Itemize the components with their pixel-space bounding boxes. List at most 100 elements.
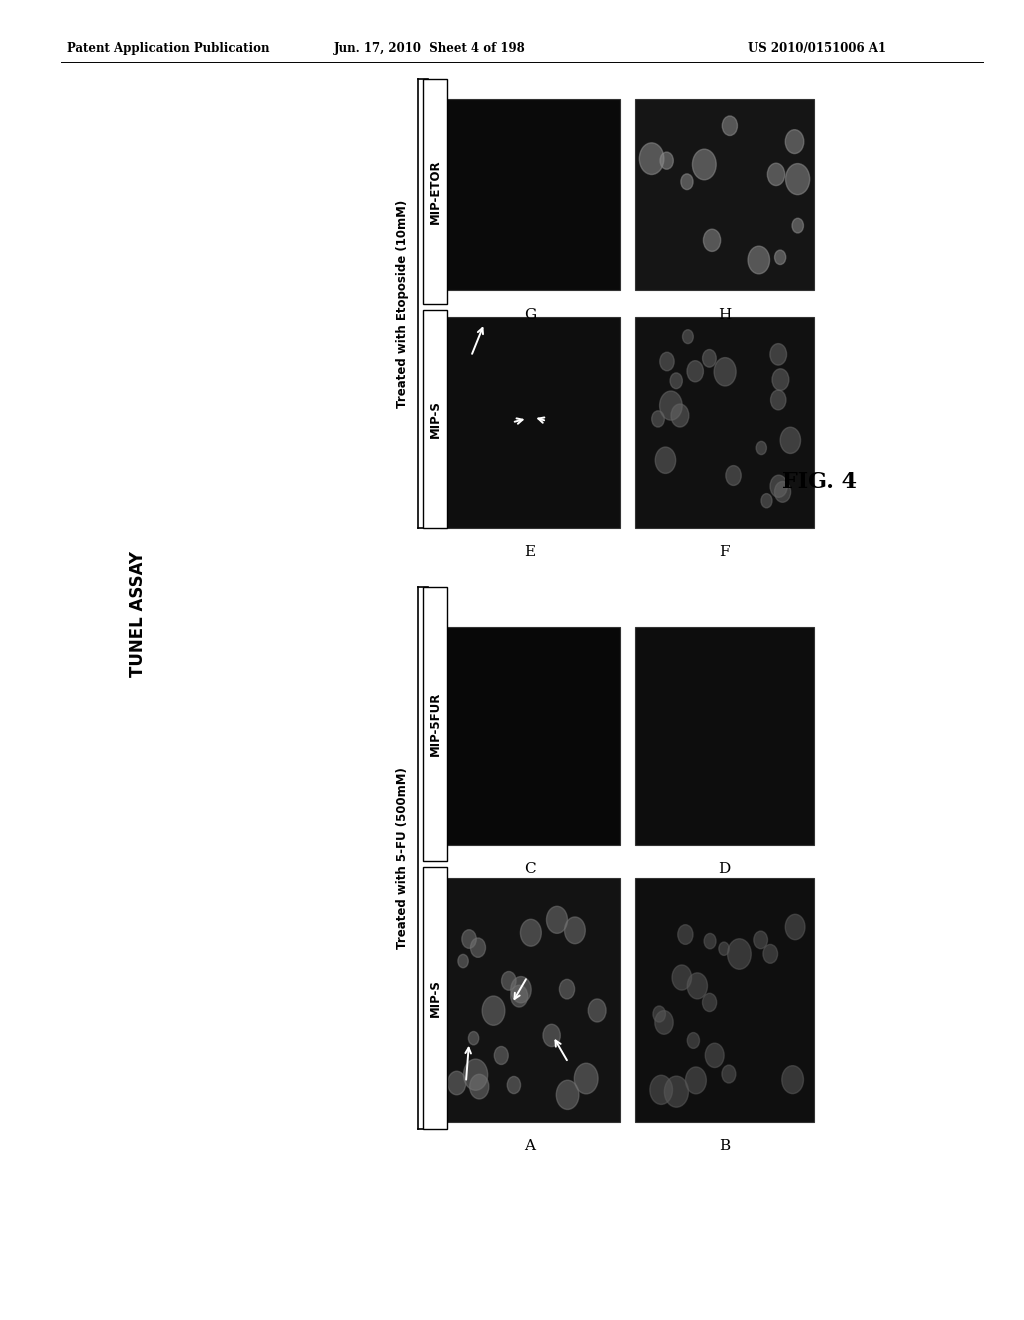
Circle shape	[556, 1080, 579, 1110]
Bar	[635, 627, 814, 845]
Circle shape	[639, 143, 664, 174]
Circle shape	[687, 973, 708, 999]
Circle shape	[749, 246, 770, 273]
Text: B: B	[719, 1139, 730, 1154]
Circle shape	[687, 1032, 699, 1048]
Circle shape	[706, 1043, 724, 1068]
Circle shape	[780, 428, 801, 454]
Bar	[423, 587, 447, 861]
Circle shape	[470, 939, 485, 957]
Text: Treated with 5-FU (500mM): Treated with 5-FU (500mM)	[396, 767, 409, 949]
Text: D: D	[719, 862, 730, 876]
Circle shape	[685, 1067, 707, 1094]
Circle shape	[511, 977, 531, 1003]
Circle shape	[781, 1065, 804, 1093]
Circle shape	[447, 1072, 466, 1094]
Text: MIP-5FUR: MIP-5FUR	[429, 692, 441, 756]
Circle shape	[671, 404, 689, 428]
Circle shape	[702, 993, 717, 1011]
Text: US 2010/0151006 A1: US 2010/0151006 A1	[748, 42, 886, 55]
Circle shape	[670, 372, 682, 388]
Circle shape	[726, 466, 741, 486]
Circle shape	[770, 475, 787, 498]
Circle shape	[659, 391, 682, 420]
Circle shape	[785, 164, 810, 194]
Circle shape	[705, 933, 716, 949]
Circle shape	[651, 411, 665, 428]
Circle shape	[574, 1063, 598, 1094]
Text: Jun. 17, 2010  Sheet 4 of 198: Jun. 17, 2010 Sheet 4 of 198	[334, 42, 526, 55]
Circle shape	[559, 979, 574, 999]
Circle shape	[482, 997, 505, 1026]
Circle shape	[692, 149, 716, 180]
Circle shape	[547, 907, 567, 933]
Bar	[440, 317, 620, 528]
Text: C: C	[524, 862, 536, 876]
Circle shape	[654, 1011, 673, 1035]
Bar	[635, 99, 814, 290]
Text: A: A	[524, 1139, 536, 1154]
Circle shape	[653, 1006, 666, 1022]
Circle shape	[785, 915, 805, 940]
Circle shape	[722, 1065, 736, 1082]
Bar	[423, 867, 447, 1129]
Circle shape	[543, 1024, 560, 1047]
Circle shape	[687, 360, 703, 381]
Circle shape	[722, 116, 737, 136]
Circle shape	[774, 482, 791, 503]
Circle shape	[792, 218, 804, 232]
Text: MIP-ETOR: MIP-ETOR	[429, 160, 441, 223]
Circle shape	[588, 999, 606, 1022]
Circle shape	[719, 942, 729, 956]
Circle shape	[511, 985, 527, 1007]
Text: H: H	[718, 308, 731, 322]
Circle shape	[678, 925, 693, 944]
Circle shape	[502, 972, 516, 990]
Text: Treated with Etoposide (10mM): Treated with Etoposide (10mM)	[396, 199, 409, 408]
Circle shape	[458, 954, 468, 968]
Circle shape	[462, 929, 476, 948]
Circle shape	[564, 917, 586, 944]
Circle shape	[683, 330, 693, 343]
Bar	[440, 878, 620, 1122]
Bar	[423, 79, 447, 304]
Circle shape	[728, 939, 752, 969]
Text: E: E	[524, 545, 536, 560]
Circle shape	[681, 174, 693, 190]
Circle shape	[520, 919, 542, 946]
Circle shape	[714, 358, 736, 385]
Text: FIG. 4: FIG. 4	[781, 471, 857, 492]
Bar	[635, 317, 814, 528]
Circle shape	[702, 350, 716, 367]
Text: MIP-S: MIP-S	[429, 400, 441, 438]
Circle shape	[774, 249, 785, 264]
Text: MIP-S: MIP-S	[429, 979, 441, 1016]
Circle shape	[703, 230, 721, 251]
Circle shape	[470, 1074, 488, 1100]
Circle shape	[468, 1031, 479, 1045]
Text: G: G	[524, 308, 536, 322]
Circle shape	[659, 352, 674, 371]
Circle shape	[650, 1076, 673, 1105]
Circle shape	[770, 389, 786, 411]
Text: F: F	[719, 545, 730, 560]
Bar	[440, 99, 620, 290]
Circle shape	[756, 441, 766, 454]
Text: TUNEL ASSAY: TUNEL ASSAY	[129, 550, 147, 677]
Circle shape	[660, 152, 674, 169]
Circle shape	[495, 1047, 508, 1064]
Bar	[635, 878, 814, 1122]
Circle shape	[767, 164, 784, 186]
Circle shape	[772, 368, 788, 391]
Circle shape	[761, 494, 772, 508]
Circle shape	[785, 129, 804, 153]
Circle shape	[464, 1059, 487, 1090]
Circle shape	[655, 447, 676, 474]
Circle shape	[763, 944, 777, 964]
Circle shape	[665, 1076, 688, 1107]
Circle shape	[770, 343, 786, 366]
Text: Patent Application Publication: Patent Application Publication	[67, 42, 269, 55]
Bar	[423, 310, 447, 528]
Bar	[440, 627, 620, 845]
Circle shape	[507, 1076, 520, 1093]
